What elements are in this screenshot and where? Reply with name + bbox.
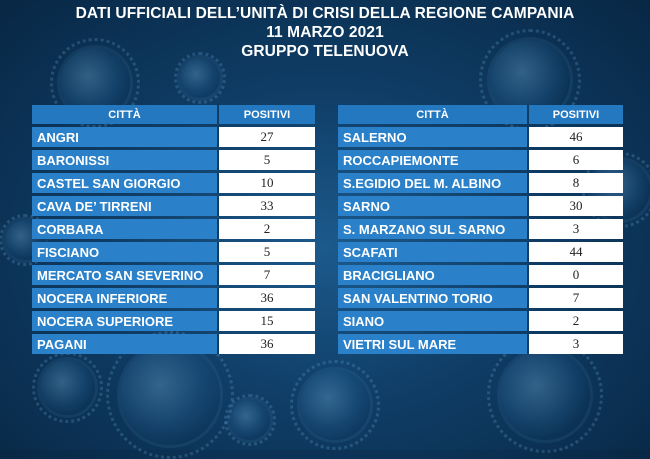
city-name: SAN VALENTINO TORIO: [338, 288, 529, 308]
positives-count: 3: [529, 219, 623, 239]
positives-count: 5: [219, 242, 315, 262]
column-header-city: CITTÀ: [32, 105, 219, 124]
column-header-positives: POSITIVI: [529, 105, 623, 124]
city-name: CORBARA: [32, 219, 219, 239]
table-row: SAN VALENTINO TORIO 7: [338, 288, 623, 308]
positives-count: 33: [219, 196, 315, 216]
header-date: 11 MARZO 2021: [266, 24, 384, 41]
table-row: PAGANI 36: [32, 334, 315, 354]
table-row: CORBARA 2: [32, 219, 315, 239]
positives-count: 15: [219, 311, 315, 331]
table-row: FISCIANO 5: [32, 242, 315, 262]
table-header-row: CITTÀ POSITIVI: [338, 105, 623, 124]
table-row: CAVA DE’ TIRRENI 33: [32, 196, 315, 216]
table-row: BRACIGLIANO 0: [338, 265, 623, 285]
positives-count: 8: [529, 173, 623, 193]
table-row: VIETRI SUL MARE 3: [338, 334, 623, 354]
city-name: SCAFATI: [338, 242, 529, 262]
table-row: S. MARZANO SUL SARNO 3: [338, 219, 623, 239]
city-name: BRACIGLIANO: [338, 265, 529, 285]
positives-count: 0: [529, 265, 623, 285]
table-row: ANGRI 27: [32, 127, 315, 147]
city-name: NOCERA SUPERIORE: [32, 311, 219, 331]
positives-count: 36: [219, 334, 315, 354]
table-row: CASTEL SAN GIORGIO 10: [32, 173, 315, 193]
page-header: DATI UFFICIALI DELL’UNITÀ DI CRISI DELLA…: [0, 4, 650, 61]
positives-count: 46: [529, 127, 623, 147]
positives-count: 6: [529, 150, 623, 170]
positives-count: 5: [219, 150, 315, 170]
table-row: ROCCAPIEMONTE 6: [338, 150, 623, 170]
left-positives-table: CITTÀ POSITIVI ANGRI 27 BARONISSI 5 CASTEL…: [32, 102, 315, 357]
table-row: SARNO 30: [338, 196, 623, 216]
city-name: FISCIANO: [32, 242, 219, 262]
virus-decoration: [106, 331, 234, 459]
positives-count: 44: [529, 242, 623, 262]
virus-decoration: [224, 394, 276, 446]
positives-count: 30: [529, 196, 623, 216]
positives-count: 36: [219, 288, 315, 308]
column-header-city: CITTÀ: [338, 105, 529, 124]
city-name: NOCERA INFERIORE: [32, 288, 219, 308]
virus-decoration: [174, 52, 226, 104]
positives-count: 7: [219, 265, 315, 285]
city-name: PAGANI: [32, 334, 219, 354]
table-row: NOCERA SUPERIORE 15: [32, 311, 315, 331]
city-name: S.EGIDIO DEL M. ALBINO: [338, 173, 529, 193]
table-row: MERCATO SAN SEVERINO 7: [32, 265, 315, 285]
table-row: NOCERA INFERIORE 36: [32, 288, 315, 308]
city-name: SIANO: [338, 311, 529, 331]
positives-count: 27: [219, 127, 315, 147]
table-row: SCAFATI 44: [338, 242, 623, 262]
city-name: ANGRI: [32, 127, 219, 147]
positives-count: 3: [529, 334, 623, 354]
right-positives-table: CITTÀ POSITIVI SALERNO 46 ROCCAPIEMONTE 6 …: [338, 102, 623, 357]
positives-count: 2: [529, 311, 623, 331]
city-name: MERCATO SAN SEVERINO: [32, 265, 219, 285]
city-name: CASTEL SAN GIORGIO: [32, 173, 219, 193]
virus-decoration: [487, 337, 603, 453]
table-row: S.EGIDIO DEL M. ALBINO 8: [338, 173, 623, 193]
positives-count: 7: [529, 288, 623, 308]
city-name: ROCCAPIEMONTE: [338, 150, 529, 170]
city-name: SARNO: [338, 196, 529, 216]
city-name: S. MARZANO SUL SARNO: [338, 219, 529, 239]
table-row: SIANO 2: [338, 311, 623, 331]
city-name: BARONISSI: [32, 150, 219, 170]
header-source: GRUPPO TELENUOVA: [241, 43, 409, 60]
table-header-row: CITTÀ POSITIVI: [32, 105, 315, 124]
virus-decoration: [32, 352, 103, 423]
header-title: DATI UFFICIALI DELL’UNITÀ DI CRISI DELLA…: [75, 5, 575, 22]
positives-count: 10: [219, 173, 315, 193]
table-row: SALERNO 46: [338, 127, 623, 147]
positives-count: 2: [219, 219, 315, 239]
city-name: VIETRI SUL MARE: [338, 334, 529, 354]
table-row: BARONISSI 5: [32, 150, 315, 170]
column-header-positives: POSITIVI: [219, 105, 315, 124]
city-name: CAVA DE’ TIRRENI: [32, 196, 219, 216]
virus-decoration: [290, 360, 380, 450]
city-name: SALERNO: [338, 127, 529, 147]
